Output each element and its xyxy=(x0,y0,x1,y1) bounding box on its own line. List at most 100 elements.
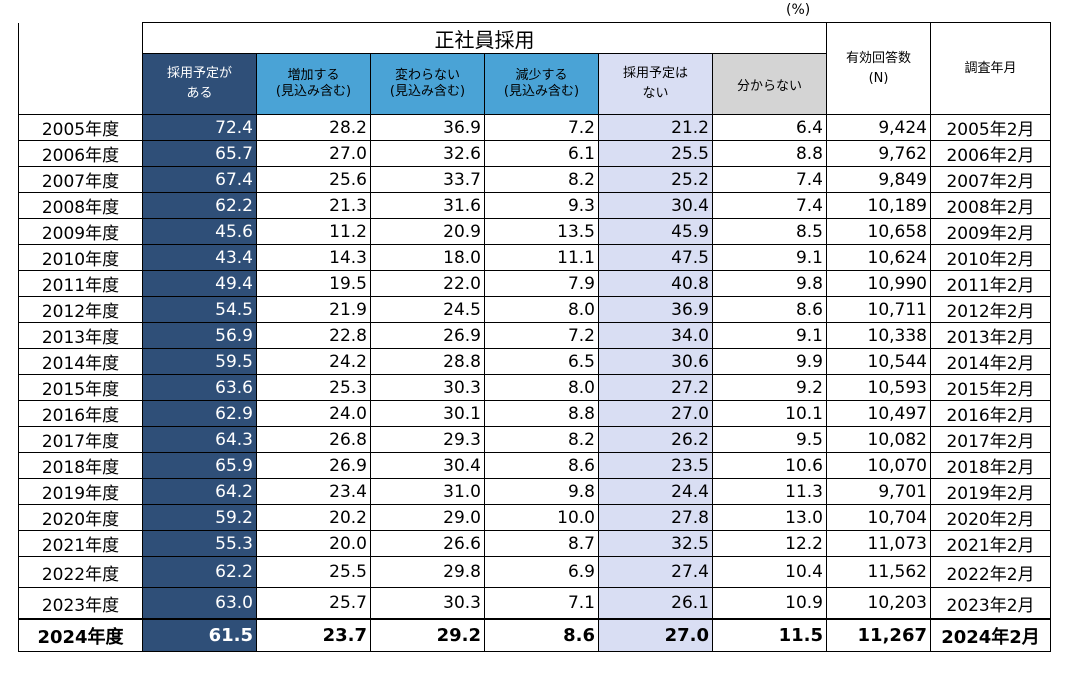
cell-survey: 2020年2月 xyxy=(930,504,1051,531)
cell-unknown: 9.8 xyxy=(712,270,827,297)
cell-year: 2015年度 xyxy=(18,374,143,401)
cell-n: 10,544 xyxy=(826,348,931,375)
header-year-blank xyxy=(18,22,143,115)
cell-increase: 21.9 xyxy=(256,296,371,323)
header-increase-line1: 増加する xyxy=(287,68,340,83)
cell-planned: 72.4 xyxy=(142,114,257,141)
cell-same: 22.0 xyxy=(370,270,485,297)
cell-unknown: 12.2 xyxy=(712,530,827,557)
header-same: 変わらない (見込み含む) xyxy=(370,53,485,115)
cell-survey: 2012年2月 xyxy=(930,296,1051,323)
cell-none: 27.8 xyxy=(598,504,713,531)
cell-unknown: 13.0 xyxy=(712,504,827,531)
cell-unknown: 6.4 xyxy=(712,114,827,141)
table-row: 2019年度 64.2 23.4 31.0 9.8 24.4 11.3 9,701 2019年2… xyxy=(18,478,1051,505)
cell-decrease: 9.8 xyxy=(484,478,599,505)
table-row: 2014年度 59.5 24.2 28.8 6.5 30.6 9.9 10,544 2014年2… xyxy=(18,348,1051,375)
cell-n: 9,762 xyxy=(826,140,931,167)
cell-increase: 22.8 xyxy=(256,322,371,349)
cell-year: 2016年度 xyxy=(18,400,143,427)
cell-survey: 2015年2月 xyxy=(930,374,1051,401)
cell-n: 10,203 xyxy=(826,587,931,620)
header-none-line2: ない xyxy=(642,86,669,101)
cell-unknown: 8.6 xyxy=(712,296,827,323)
cell-increase: 14.3 xyxy=(256,244,371,271)
cell-survey: 2008年2月 xyxy=(930,192,1051,219)
table-row: 2016年度 62.9 24.0 30.1 8.8 27.0 10.1 10,497 2016年… xyxy=(18,400,1051,427)
cell-n: 10,070 xyxy=(826,452,931,479)
cell-none: 27.2 xyxy=(598,374,713,401)
cell-planned: 61.5 xyxy=(142,618,257,652)
cell-decrease: 8.6 xyxy=(484,618,599,652)
cell-none: 23.5 xyxy=(598,452,713,479)
header-decrease: 減少する (見込み含む) xyxy=(484,53,599,115)
cell-n: 9,849 xyxy=(826,166,931,193)
cell-year: 2014年度 xyxy=(18,348,143,375)
cell-decrease: 8.2 xyxy=(484,426,599,453)
cell-none: 36.9 xyxy=(598,296,713,323)
cell-increase: 25.7 xyxy=(256,587,371,620)
cell-planned: 62.2 xyxy=(142,556,257,588)
cell-decrease: 7.1 xyxy=(484,587,599,620)
cell-same: 30.3 xyxy=(370,587,485,620)
cell-unknown: 10.1 xyxy=(712,400,827,427)
cell-decrease: 8.2 xyxy=(484,166,599,193)
cell-n: 9,701 xyxy=(826,478,931,505)
cell-year: 2007年度 xyxy=(18,166,143,193)
cell-increase: 24.0 xyxy=(256,400,371,427)
cell-increase: 20.2 xyxy=(256,504,371,531)
cell-unknown: 11.3 xyxy=(712,478,827,505)
cell-year: 2023年度 xyxy=(18,587,143,620)
survey-table: 正社員採用 有効回答数 (N) 調査年月 採用予定が ある 増加する (見込み含… xyxy=(18,22,1051,652)
cell-survey: 2006年2月 xyxy=(930,140,1051,167)
header-same-line1: 変わらない xyxy=(394,68,460,83)
table-row: 2005年度 72.4 28.2 36.9 7.2 21.2 6.4 9,424 2005年2月 xyxy=(18,114,1051,141)
header-increase: 増加する (見込み含む) xyxy=(256,53,371,115)
cell-increase: 20.0 xyxy=(256,530,371,557)
cell-none: 25.2 xyxy=(598,166,713,193)
cell-same: 29.3 xyxy=(370,426,485,453)
cell-none: 30.4 xyxy=(598,192,713,219)
cell-unknown: 10.4 xyxy=(712,556,827,588)
cell-unknown: 8.5 xyxy=(712,218,827,245)
cell-same: 29.0 xyxy=(370,504,485,531)
header-group-title: 正社員採用 xyxy=(142,22,827,54)
cell-none: 34.0 xyxy=(598,322,713,349)
cell-same: 30.1 xyxy=(370,400,485,427)
table-row: 2017年度 64.3 26.8 29.3 8.2 26.2 9.5 10,082 2017年2… xyxy=(18,426,1051,453)
cell-n: 10,082 xyxy=(826,426,931,453)
table-row: 2006年度 65.7 27.0 32.6 6.1 25.5 8.8 9,762 2006年2月 xyxy=(18,140,1051,167)
header-same-line2: (見込み含む) xyxy=(389,84,466,99)
cell-decrease: 8.0 xyxy=(484,374,599,401)
header-survey-month: 調査年月 xyxy=(930,22,1051,115)
header-decrease-line2: (見込み含む) xyxy=(503,84,580,99)
table-row: 2013年度 56.9 22.8 26.9 7.2 34.0 9.1 10,338 2013年2… xyxy=(18,322,1051,349)
cell-decrease: 13.5 xyxy=(484,218,599,245)
cell-none: 47.5 xyxy=(598,244,713,271)
cell-n: 10,704 xyxy=(826,504,931,531)
cell-survey: 2024年2月 xyxy=(930,618,1051,652)
table-header: 正社員採用 有効回答数 (N) 調査年月 採用予定が ある 増加する (見込み含… xyxy=(18,22,1051,115)
table-row: 2021年度 55.3 20.0 26.6 8.7 32.5 12.2 11,073 2021年… xyxy=(18,530,1051,557)
cell-same: 31.0 xyxy=(370,478,485,505)
header-none: 採用予定は ない xyxy=(598,53,713,115)
table-row: 2008年度 62.2 21.3 31.6 9.3 30.4 7.4 10,189 2008年2… xyxy=(18,192,1051,219)
cell-n: 11,562 xyxy=(826,556,931,588)
cell-year: 2009年度 xyxy=(18,218,143,245)
cell-same: 20.9 xyxy=(370,218,485,245)
cell-decrease: 6.9 xyxy=(484,556,599,588)
header-valid-responses: 有効回答数 (N) xyxy=(826,22,931,115)
cell-decrease: 7.9 xyxy=(484,270,599,297)
cell-year: 2024年度 xyxy=(18,618,143,652)
table-row: 2015年度 63.6 25.3 30.3 8.0 27.2 9.2 10,593 2015年2… xyxy=(18,374,1051,401)
cell-year: 2018年度 xyxy=(18,452,143,479)
cell-none: 32.5 xyxy=(598,530,713,557)
cell-decrease: 7.2 xyxy=(484,322,599,349)
cell-planned: 63.0 xyxy=(142,587,257,620)
header-planned-line1: 採用予定が xyxy=(166,66,232,81)
cell-unknown: 7.4 xyxy=(712,166,827,193)
cell-year: 2020年度 xyxy=(18,504,143,531)
cell-n: 10,711 xyxy=(826,296,931,323)
header-valid-line2: (N) xyxy=(868,70,889,86)
cell-same: 26.9 xyxy=(370,322,485,349)
